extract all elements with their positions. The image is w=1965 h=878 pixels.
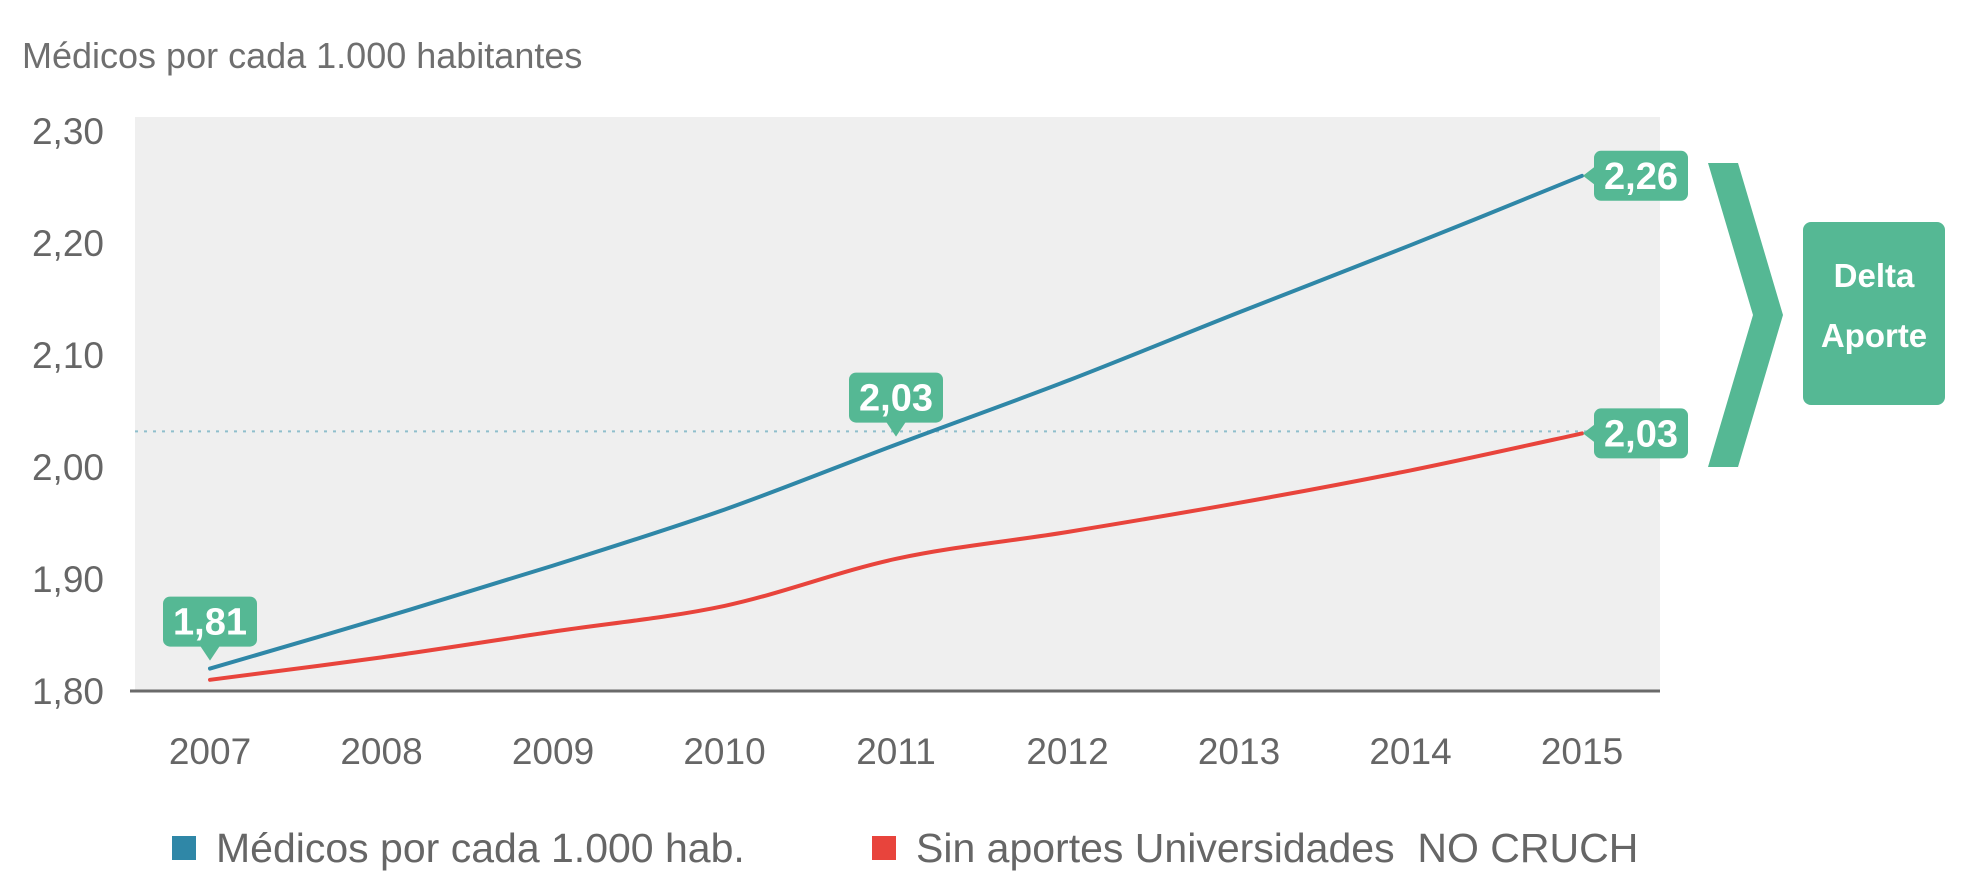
legend-label-1: Médicos por cada 1.000 hab. (216, 825, 745, 871)
x-tick-label: 2009 (512, 731, 594, 772)
callout-box (1594, 408, 1688, 459)
y-tick-label: 2,30 (32, 111, 104, 152)
y-tick-label: 2,00 (32, 447, 104, 488)
legend-swatch-2 (872, 836, 896, 860)
legend-swatch-1 (172, 836, 196, 860)
x-tick-label: 2014 (1369, 731, 1451, 772)
series-line-2 (208, 431, 1584, 682)
delta-box-line1: Delta (1834, 257, 1915, 294)
legend-label-2: Sin aportes Universidades NO CRUCH (916, 825, 1638, 871)
value-callout: 2,03 (1583, 408, 1688, 459)
x-tick-label: 2010 (683, 731, 765, 772)
callout-label: 1,81 (173, 602, 247, 644)
value-callout: 1,81 (163, 596, 257, 661)
x-tick-label: 2011 (856, 731, 936, 772)
legend: Médicos por cada 1.000 hab. Sin aportes U… (172, 825, 1638, 871)
callout-label: 2,26 (1604, 156, 1678, 198)
y-tick-label: 1,90 (32, 559, 104, 600)
delta-aporte-box (1803, 222, 1945, 405)
callout-label: 2,03 (859, 378, 933, 420)
y-tick-label: 2,10 (32, 335, 104, 376)
x-tick-label: 2007 (169, 731, 251, 772)
x-tick-label: 2008 (340, 731, 422, 772)
value-callout: 2,03 (849, 372, 943, 437)
callout-pointer (886, 421, 906, 437)
x-tick-label: 2013 (1198, 731, 1280, 772)
x-tick-label: 2012 (1026, 731, 1108, 772)
callout-label: 2,03 (1604, 413, 1678, 455)
value-callout: 2,26 (1583, 150, 1688, 201)
delta-box-line2: Aporte (1821, 317, 1927, 354)
y-axis-title: Médicos por cada 1.000 habitantes (22, 35, 582, 76)
value-callouts: 1,81 2,03 2,26 2,03 (163, 150, 1688, 661)
x-axis-ticks: 2007 2008 2009 2010 2011 2012 2013 2014 2015 (169, 731, 1623, 772)
y-tick-label: 1,80 (32, 671, 104, 712)
series-line-1 (208, 173, 1584, 671)
series-lines (208, 173, 1584, 682)
callout-box (849, 372, 943, 423)
callout-box (1594, 150, 1688, 201)
callout-box (163, 596, 257, 647)
callout-pointer (200, 645, 220, 661)
x-tick-label: 2015 (1541, 731, 1623, 772)
y-axis-ticks: 1,80 1,90 2,00 2,10 2,20 2,30 (32, 111, 104, 712)
y-tick-label: 2,20 (32, 223, 104, 264)
delta-bracket-shape (1708, 163, 1783, 467)
callout-pointer (1583, 423, 1596, 444)
callout-pointer (1583, 165, 1596, 186)
